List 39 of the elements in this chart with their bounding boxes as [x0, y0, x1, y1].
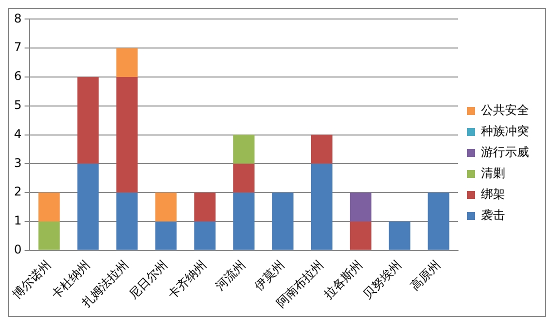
bar — [272, 192, 294, 250]
y-tick-label: 5 — [14, 98, 22, 112]
bar — [350, 192, 372, 222]
legend-label: 绑架 — [481, 187, 505, 202]
bar — [350, 221, 372, 250]
bar — [233, 192, 255, 250]
bar — [38, 192, 60, 222]
bar — [155, 192, 177, 222]
bar — [310, 164, 332, 250]
bar — [77, 77, 99, 164]
bar — [194, 192, 216, 222]
bar — [233, 164, 255, 193]
legend-label: 种族冲突 — [481, 124, 529, 138]
bar — [116, 77, 138, 193]
legend-label: 清剿 — [481, 166, 505, 180]
legend-label: 游行示威 — [481, 145, 529, 160]
y-tick-label: 8 — [14, 11, 22, 26]
bar — [388, 221, 410, 250]
legend-label: 公共安全 — [481, 103, 529, 118]
y-tick-label: 3 — [14, 156, 22, 170]
bar — [38, 221, 60, 250]
y-tick-label: 0 — [14, 242, 22, 257]
y-tick-label: 7 — [14, 40, 22, 54]
x-tick-label: 博尔诺州 — [10, 258, 54, 302]
y-tick-label: 4 — [14, 126, 22, 141]
x-tick-label: 高原州 — [408, 258, 443, 294]
y-tick-label: 2 — [14, 184, 22, 199]
bar — [116, 192, 138, 250]
bar — [194, 221, 216, 250]
bar — [310, 134, 332, 164]
y-tick-label: 1 — [14, 214, 22, 228]
bar — [233, 134, 255, 164]
bar — [77, 164, 99, 250]
bar — [155, 221, 177, 250]
x-tick-label: 河流州 — [212, 258, 248, 294]
bar — [116, 48, 138, 77]
bar — [428, 192, 450, 250]
y-tick-label: 6 — [14, 69, 22, 84]
legend-label: 袭击 — [481, 208, 505, 222]
